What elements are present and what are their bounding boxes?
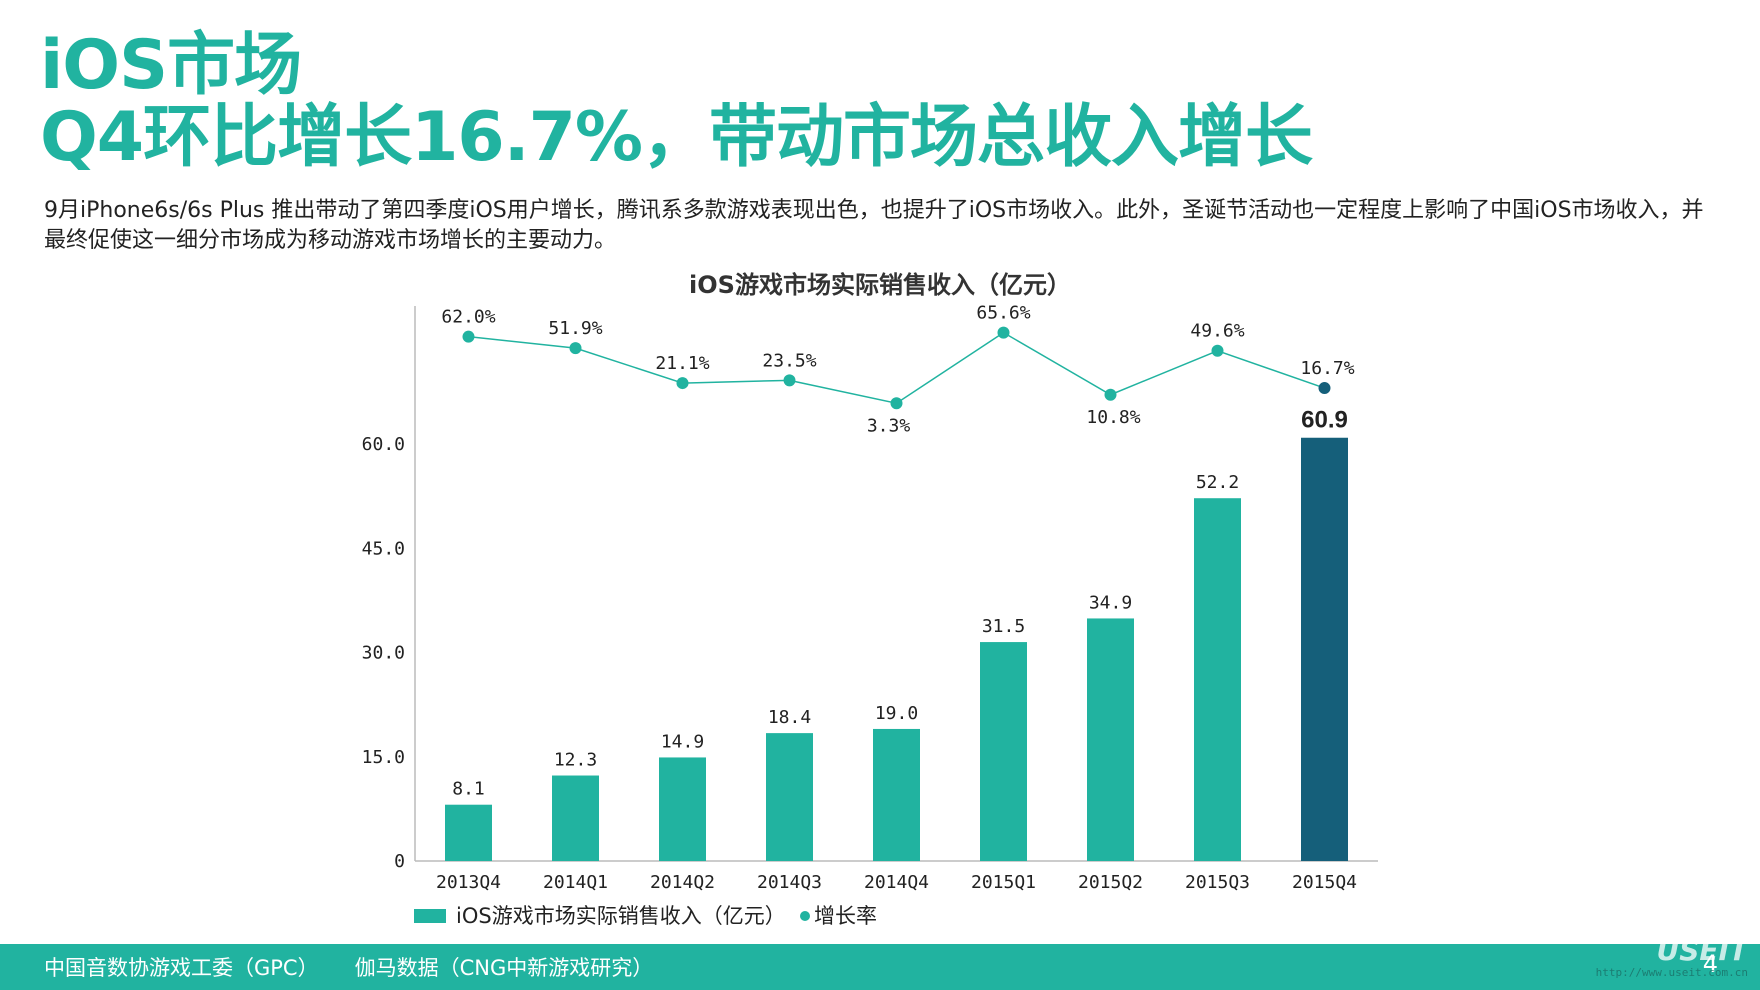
footer-bar: 中国音数协游戏工委（GPC） 伽马数据（CNG中新游戏研究） 4: [0, 944, 1760, 990]
growth-point: [1211, 344, 1224, 357]
y-tick-label: 0: [394, 851, 405, 872]
x-tick-label: 2015Q2: [1078, 872, 1143, 893]
bar-value-label: 19.0: [875, 703, 918, 724]
growth-point: [1318, 382, 1331, 395]
bar-value-label: 34.9: [1089, 592, 1132, 613]
revenue-growth-chart: iOS游戏市场实际销售收入（亿元） 0 15.0 30.0 45.0 60.0 8.1 1…: [362, 271, 1378, 928]
slide-title-line1: iOS市场: [40, 26, 302, 105]
legend-bar-label: iOS游戏市场实际销售收入（亿元）: [456, 904, 786, 928]
bar-value-label: 60.9: [1301, 407, 1348, 434]
y-tick-label: 30.0: [362, 643, 405, 664]
page-number: 4: [1702, 950, 1718, 978]
x-tick-label: 2014Q3: [757, 872, 822, 893]
growth-value-label: 65.6%: [976, 303, 1030, 324]
bar: [1301, 437, 1348, 861]
bar-value-label: 12.3: [554, 750, 597, 771]
source-gpc: 中国音数协游戏工委（GPC）: [44, 956, 319, 980]
legend-bar-swatch: [414, 909, 446, 923]
growth-value-label: 51.9%: [548, 318, 602, 339]
growth-value-label: 62.0%: [441, 307, 495, 328]
bar-value-label: 52.2: [1196, 472, 1239, 493]
chart-title: iOS游戏市场实际销售收入（亿元）: [689, 271, 1071, 299]
watermark-url: http://www.useit.com.cn: [1595, 966, 1748, 979]
growth-point: [997, 326, 1010, 339]
bar: [980, 642, 1027, 861]
growth-value-label: 16.7%: [1300, 358, 1354, 379]
chart-legend: iOS游戏市场实际销售收入（亿元） 增长率: [414, 904, 877, 928]
x-tick-label: 2013Q4: [436, 872, 501, 893]
growth-value-label: 21.1%: [655, 353, 709, 374]
growth-point: [783, 374, 796, 387]
watermark: USEIT http://www.useit.com.cn: [1596, 936, 1748, 980]
x-tick-label: 2014Q1: [543, 872, 608, 893]
slide-title-line2: Q4环比增长16.7%，带动市场总收入增长: [40, 98, 1313, 177]
growth-value-label: 10.8%: [1086, 407, 1140, 428]
slide-description: 9月iPhone6s/6s Plus 推出带动了第四季度iOS用户增长，腾讯系多…: [44, 198, 1704, 253]
legend-line-label: 增长率: [814, 904, 877, 928]
y-axis-ticks: 0 15.0 30.0 45.0 60.0: [362, 434, 405, 872]
bar: [873, 728, 920, 861]
y-tick-label: 60.0: [362, 434, 405, 455]
growth-value-label: 23.5%: [762, 350, 816, 371]
bar: [766, 733, 813, 861]
x-tick-label: 2015Q4: [1292, 872, 1357, 893]
x-tick-label: 2015Q1: [971, 872, 1036, 893]
footer-sources: 中国音数协游戏工委（GPC） 伽马数据（CNG中新游戏研究）: [44, 952, 653, 982]
growth-point: [676, 377, 689, 390]
bar: [1194, 498, 1241, 861]
bar-labels: 8.1 12.3 14.9 18.4 19.0 31.5 34.9 52.2 60.9: [452, 407, 1348, 800]
growth-value-label: 3.3%: [867, 415, 911, 436]
x-tick-label: 2014Q2: [650, 872, 715, 893]
growth-value-label: 49.6%: [1190, 321, 1244, 342]
bar: [552, 775, 599, 861]
x-tick-label: 2014Q4: [864, 872, 929, 893]
growth-line: [468, 331, 1325, 405]
bar: [445, 804, 492, 861]
y-tick-label: 45.0: [362, 538, 405, 559]
bar: [1087, 618, 1134, 861]
growth-points: [462, 326, 1331, 410]
y-tick-label: 15.0: [362, 747, 405, 768]
bar: [659, 757, 706, 861]
growth-point: [462, 330, 475, 343]
source-cng: 伽马数据（CNG中新游戏研究）: [354, 956, 654, 980]
x-axis-ticks: 2013Q4 2014Q1 2014Q2 2014Q3 2014Q4 2015Q1 2015…: [436, 872, 1357, 893]
growth-point: [569, 342, 582, 355]
bar-value-label: 31.5: [982, 616, 1025, 637]
legend-line-marker: [800, 911, 810, 921]
bar-value-label: 18.4: [768, 707, 811, 728]
watermark-logo: USEIT: [1656, 934, 1748, 967]
growth-point: [1104, 388, 1117, 401]
bar-value-label: 14.9: [661, 731, 704, 752]
growth-line-series: [468, 331, 1325, 405]
bar-value-label: 8.1: [452, 779, 485, 800]
bar-series: [445, 437, 1348, 861]
x-tick-label: 2015Q3: [1185, 872, 1250, 893]
growth-labels: 62.0% 51.9% 21.1% 23.5% 3.3% 65.6% 10.8% 49.6% 1…: [441, 303, 1354, 437]
growth-point: [890, 397, 903, 410]
